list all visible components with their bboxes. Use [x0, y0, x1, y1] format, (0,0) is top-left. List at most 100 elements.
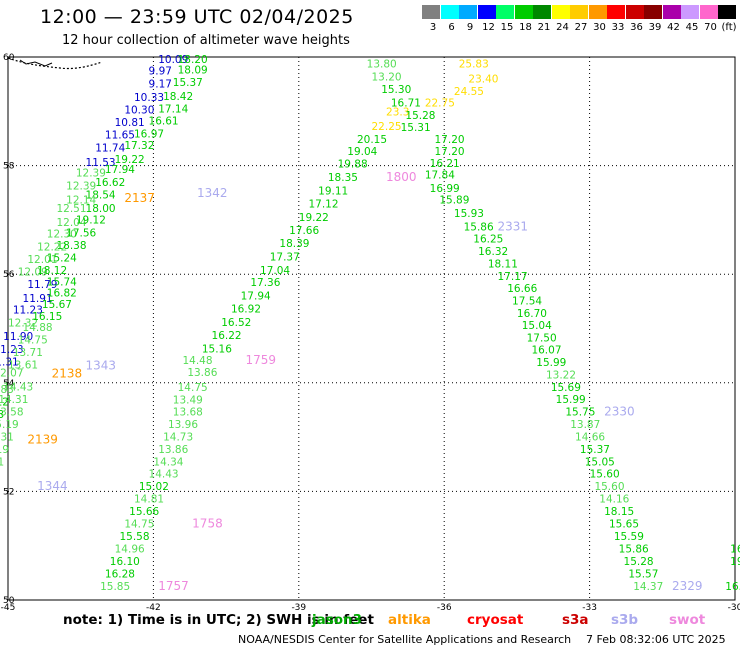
wave-height-label: 15.30	[381, 84, 411, 96]
generated-timestamp: 7 Feb 08:32:06 UTC 2025	[586, 633, 726, 646]
color-scale-label: 24	[556, 22, 569, 33]
wave-height-label: 15.75	[565, 407, 595, 419]
wave-height-label: 18.00	[86, 203, 116, 215]
color-scale-label: 12	[482, 22, 495, 33]
wave-height-label: 16.10	[110, 556, 140, 568]
color-swatch	[607, 5, 625, 19]
pass-time-label: 2139	[27, 432, 58, 446]
wave-height-label: 14.75	[124, 518, 154, 530]
wave-height-label: 18.42	[163, 91, 193, 103]
longitude-label: -42	[146, 603, 161, 613]
wave-height-label: 19.	[730, 556, 740, 568]
wave-height-label: 12.01	[27, 254, 57, 266]
color-swatch	[440, 5, 459, 19]
legend-altika: altika	[388, 612, 431, 628]
wave-height-label: 12.04	[56, 217, 86, 229]
wave-height-label: 14.73	[163, 432, 193, 444]
wave-height-label: 16.70	[517, 308, 547, 320]
color-scale-label: 39	[648, 22, 662, 33]
wave-height-label: 16.71	[391, 98, 421, 110]
color-swatch	[662, 5, 681, 19]
wave-height-label: 15.24	[47, 252, 77, 264]
wave-height-label: 13.87	[570, 419, 600, 431]
wave-height-label: 13.71	[13, 347, 43, 359]
latitude-label: 58	[3, 162, 15, 172]
wave-height-label: 16.22	[212, 330, 242, 342]
wave-height-label: 15.19	[0, 419, 19, 431]
wave-height-label: 16.66	[507, 283, 537, 295]
wave-height-label: 10.81	[115, 117, 145, 129]
color-swatch	[459, 5, 477, 19]
wave-height-label: 13.80	[367, 59, 397, 71]
wave-height-label: 19.12	[76, 214, 106, 226]
latitude-label: 50	[3, 596, 15, 606]
legend-s3a: s3a	[562, 612, 589, 628]
color-scale-label: 42	[667, 22, 680, 33]
wave-height-label: 18.09	[178, 64, 208, 76]
wave-height-label: 20.15	[357, 134, 387, 146]
color-scale-label: 18	[519, 22, 532, 33]
color-swatch	[496, 5, 514, 19]
wave-height-label: 15.66	[129, 506, 159, 518]
wave-height-label: 17.94	[105, 164, 135, 176]
wave-height-label: 17.50	[527, 333, 557, 345]
wave-height-label: 17.14	[158, 104, 188, 116]
wave-height-label: 18.54	[86, 189, 116, 201]
color-swatch	[625, 5, 644, 19]
page-title: 12:00 — 23:59 UTC 02/04/2025	[40, 6, 354, 28]
latitude-label: 54	[3, 379, 15, 389]
wave-height-label: 15.28	[624, 556, 654, 568]
color-swatch	[477, 5, 496, 19]
pass-time-label: 2137	[124, 191, 155, 205]
wave-height-label: 15.31	[401, 122, 431, 134]
wave-height-label: 12.14	[66, 194, 96, 206]
wave-height-label: 11.23	[0, 344, 24, 356]
map-grid	[7, 56, 736, 601]
wave-height-label: 14.31	[0, 394, 28, 406]
wave-height-label: 10.33	[134, 92, 164, 104]
wave-height-label: 16.99	[430, 183, 460, 195]
wave-height-label: 16.32	[478, 246, 508, 258]
page-subtitle: 12 hour collection of altimeter wave hei…	[62, 33, 350, 48]
color-scale-label: 15	[500, 22, 514, 33]
wave-height-label: 19.04	[347, 146, 377, 158]
wave-height-label: 18.35	[328, 172, 358, 184]
wave-height-label: 14.83	[0, 384, 14, 396]
wave-height-label: 15.02	[139, 481, 169, 493]
wave-height-label: 17.36	[250, 277, 280, 289]
wave-height-label: 14.81	[134, 493, 164, 505]
longitude-label: -36	[437, 603, 452, 613]
wave-height-label: 11.23	[13, 304, 43, 316]
wave-height-label: 12.22	[37, 242, 67, 254]
color-swatch	[644, 5, 662, 19]
wave-height-label: 14.48	[182, 355, 212, 367]
wave-height-label: 17.56	[66, 227, 96, 239]
wave-height-label: 16.97	[134, 129, 164, 141]
color-scale-label: 45	[685, 22, 699, 33]
pass-time-label: 2329	[672, 579, 703, 593]
wave-height-label: 24.55	[454, 86, 484, 98]
wave-height-label: 16.61	[149, 116, 179, 128]
wave-height-label: 19.22	[299, 212, 329, 224]
wave-height-label: 16.25	[473, 233, 503, 245]
wave-height-label: 16.15	[32, 311, 62, 323]
wave-height-label: 17.54	[512, 295, 542, 307]
color-swatch	[533, 5, 551, 19]
wave-height-label: 13.58	[0, 407, 24, 419]
wave-height-label: 25.83	[459, 59, 489, 71]
satellite-legend: jason3 altika cryosat s3a s3b swot	[0, 612, 740, 632]
pass-time-label: 2138	[52, 367, 83, 381]
wave-height-label: 17.37	[270, 251, 300, 263]
wave-height-label: 14.96	[115, 543, 145, 555]
wave-height-label: 16.82	[47, 288, 77, 300]
wave-height-label: 16.93	[0, 409, 4, 421]
wave-height-label: 15.37	[173, 77, 203, 89]
color-swatch	[514, 5, 533, 19]
color-scale-label: 6	[448, 22, 455, 33]
wave-height-label: 17.32	[124, 140, 154, 152]
wave-height-label: 11.53	[86, 157, 116, 169]
wave-height-label: 13.96	[168, 419, 198, 431]
legend-swot: swot	[669, 612, 706, 628]
